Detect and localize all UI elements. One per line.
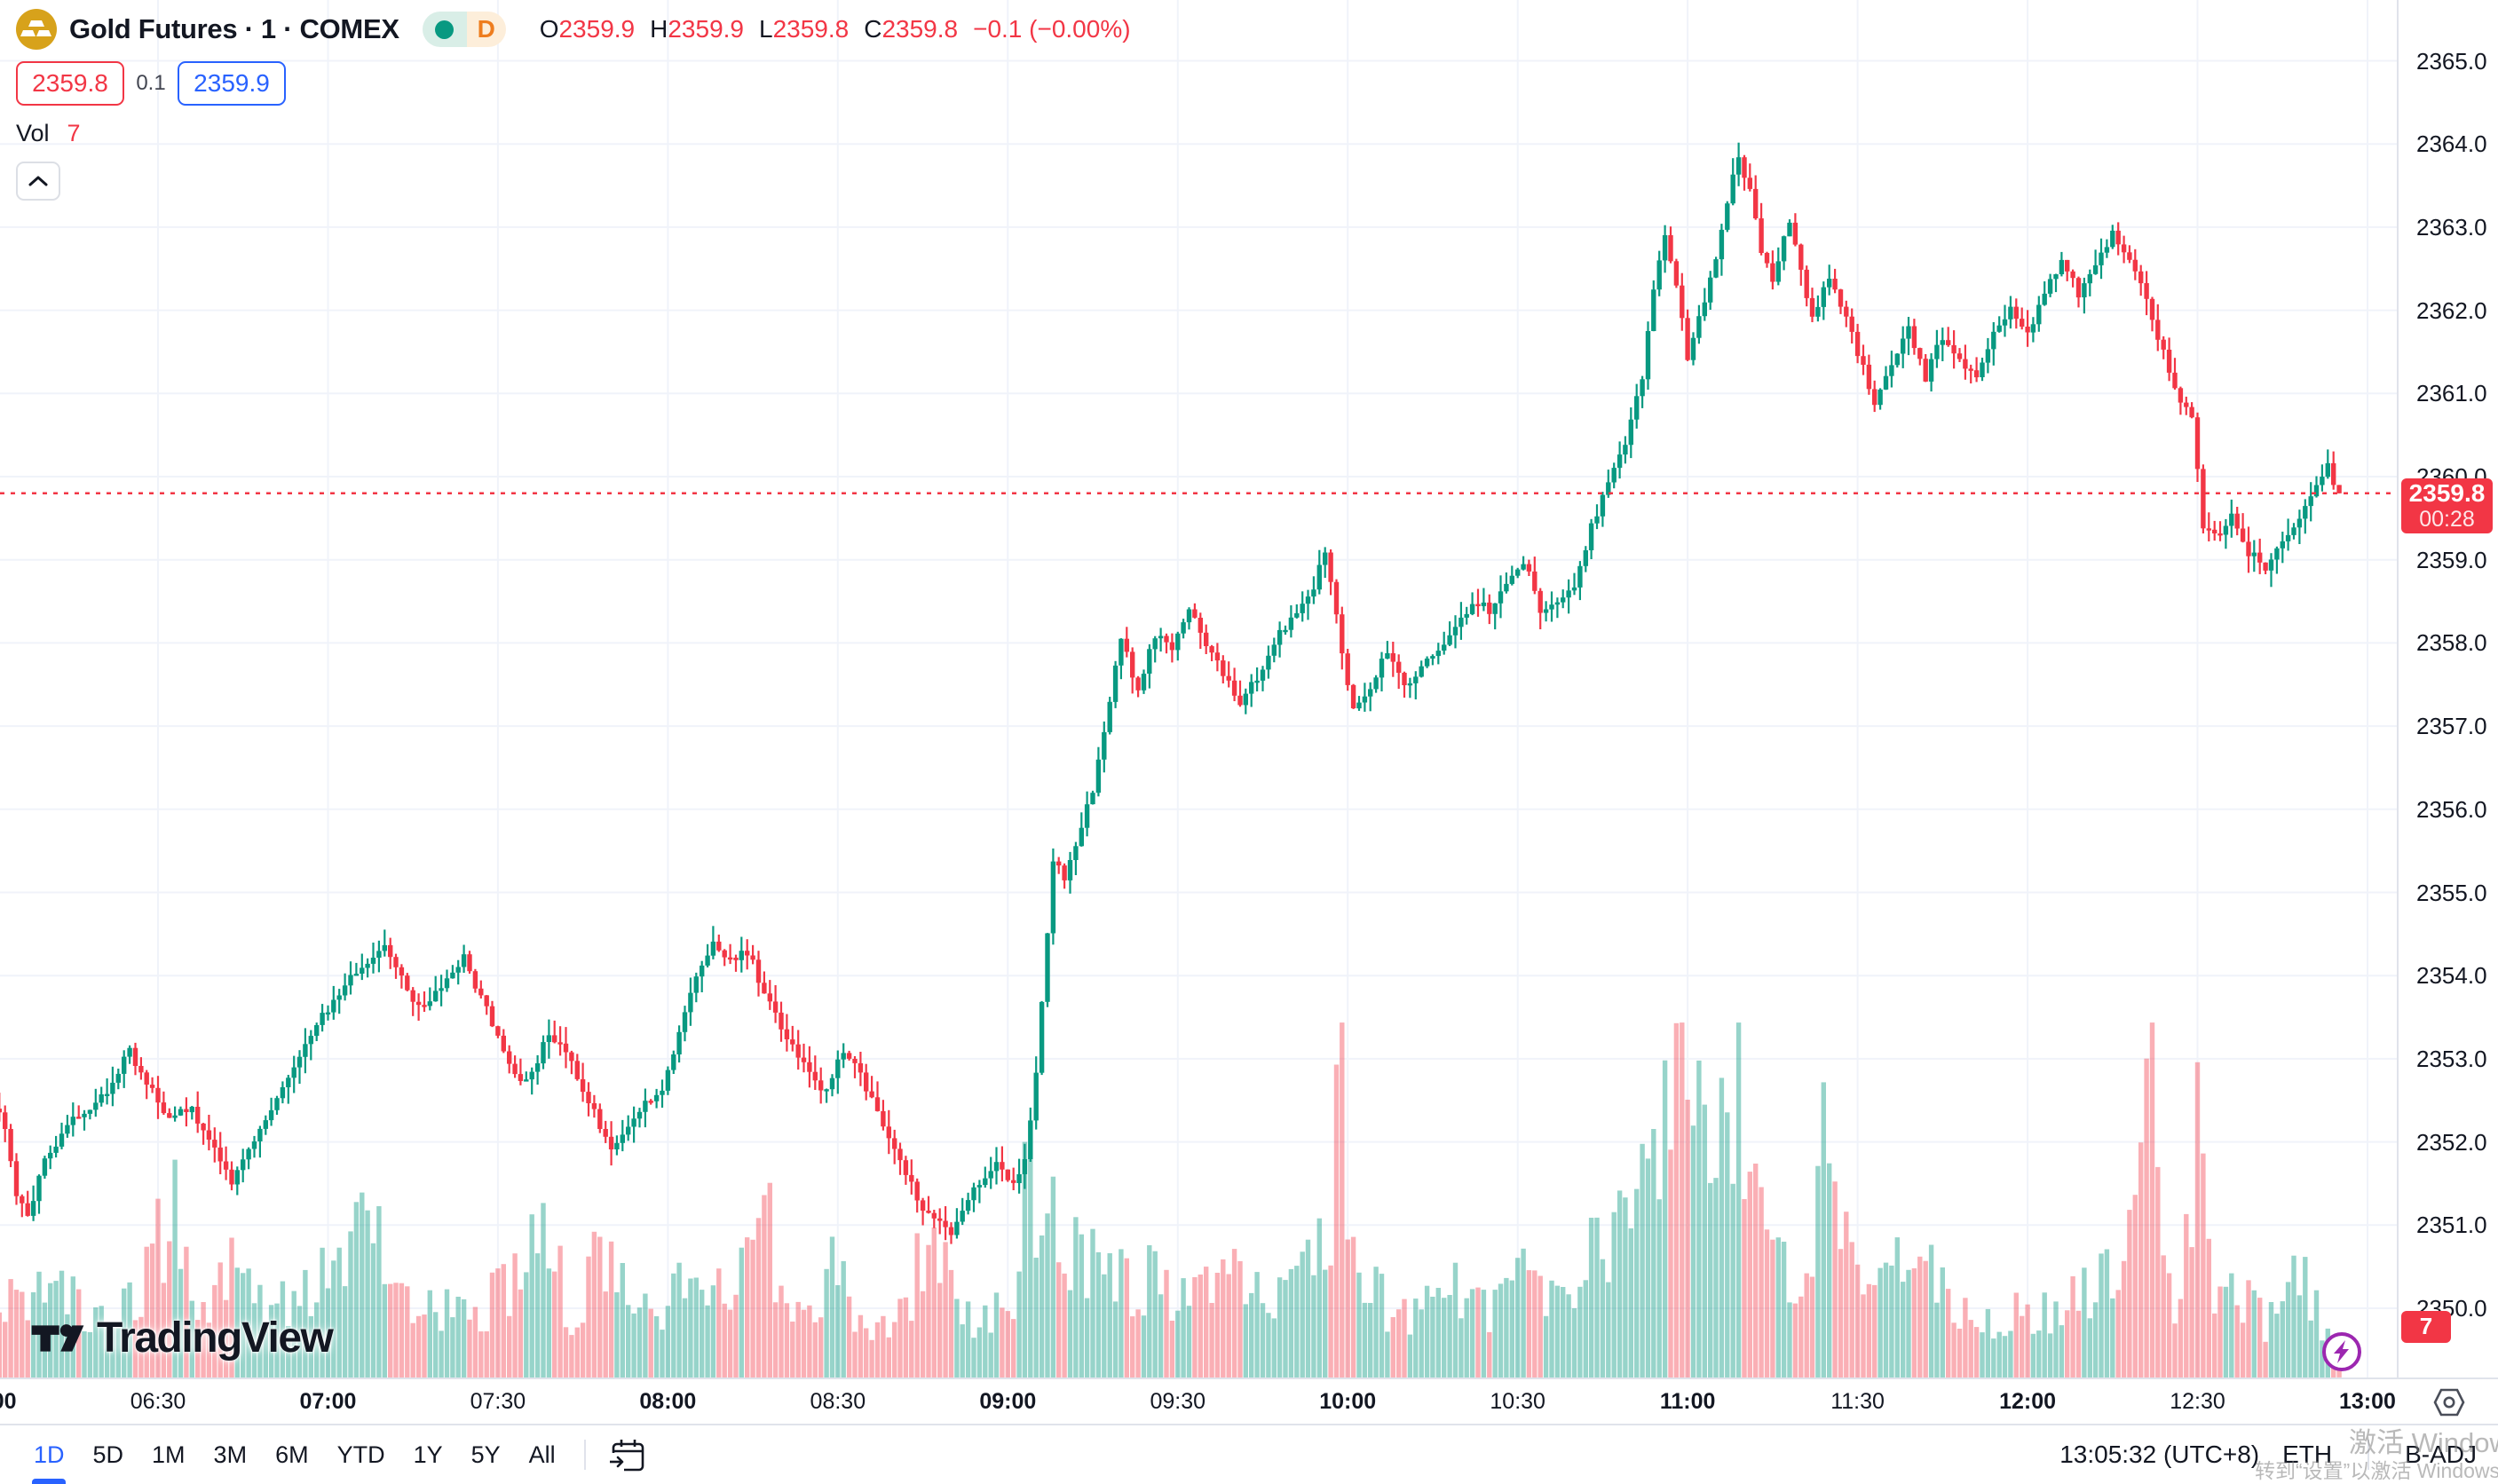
candles-layer [0,142,2342,1244]
clock[interactable]: 13:05:32 (UTC+8) [2059,1441,2260,1468]
open-label: O [539,15,559,43]
price-axis-label: 2351.0 [2416,1212,2487,1239]
change-value: −0.1 (−0.00%) [973,15,1131,43]
price-axis-label: 2361.0 [2416,380,2487,407]
session-toggle[interactable]: ETH [2282,1441,2333,1468]
volume-legend-row: Vol 7 [16,120,1131,147]
time-axis-label: 06:00 [0,1389,17,1414]
volume-layer [0,1022,2342,1377]
range-button-5d[interactable]: 5D [92,1441,124,1468]
price-axis-label: 2364.0 [2416,130,2487,158]
price-axis-label: 2359.0 [2416,546,2487,573]
time-axis-label: 06:30 [130,1389,186,1414]
time-axis-label: 12:00 [1999,1389,2057,1414]
volume-axis-badge: 7 [2401,1310,2451,1343]
low-label: L [759,15,773,43]
tradingview-logo[interactable]: TradingView [30,1314,334,1362]
time-axis-label: 10:30 [1490,1389,1545,1414]
range-button-5y[interactable]: 5Y [470,1441,501,1468]
current-price-badge: 2359.8 00:28 [2401,478,2493,533]
chart-legend: Gold Futures · 1 · COMEX D O2359.9 H2359… [16,7,1131,201]
toolbar-divider [583,1440,586,1470]
time-axis-label: 08:30 [810,1389,866,1414]
time-axis-label: 13:00 [2338,1389,2396,1414]
range-button-ytd[interactable]: YTD [336,1441,385,1468]
toolbar-divider [2368,1440,2370,1470]
current-price-value: 2359.8 [2408,478,2486,507]
bid-ask-row: 2359.8 0.1 2359.9 [16,61,1131,106]
price-axis-label: 2356.0 [2416,795,2487,823]
collapse-legend-button[interactable] [16,162,60,201]
lightning-icon [2322,1332,2361,1371]
range-button-1d[interactable]: 1D [21,1425,77,1484]
bottom-toolbar: 1D 5D 1M 3M 6M YTD 1Y 5Y All 13:05:32 (UTC+8) ET… [0,1424,2498,1484]
time-axis-label: 07:00 [299,1389,357,1414]
range-button-all[interactable]: All [528,1441,556,1468]
symbol-title[interactable]: Gold Futures · 1 · COMEX [69,13,399,44]
close-value: 2359.8 [881,15,959,43]
time-axis-label: 12:30 [2170,1389,2225,1414]
volume-value: 7 [67,120,81,146]
date-range-switcher: 1D 5D 1M 3M 6M YTD 1Y 5Y All [21,1425,652,1484]
bar-countdown: 00:28 [2419,506,2475,532]
price-axis-label: 2363.0 [2416,213,2487,241]
market-open-dot-icon [422,12,467,47]
range-button-1m[interactable]: 1M [152,1441,186,1468]
range-button-6m[interactable]: 6M [275,1441,309,1468]
low-value: 2359.8 [772,15,850,43]
open-value: 2359.9 [558,15,636,43]
time-axis-label: 09:30 [1150,1389,1206,1414]
time-axis-label: 11:00 [1659,1389,1716,1414]
grid-layer [0,0,2397,1377]
close-label: C [864,15,882,43]
price-axis[interactable]: 2359.8 00:28 7 2365.0 2364.0 2363.0 2362.0 2… [2397,0,2498,1424]
range-button-1y[interactable]: 1Y [413,1441,443,1468]
price-axis-label: 2353.0 [2416,1045,2487,1072]
high-label: H [650,15,668,43]
time-axis-label: 11:30 [1830,1389,1885,1414]
time-axis[interactable]: 06:00 06:30 07:00 07:30 08:00 08:30 09:00 09:30… [0,1377,2498,1424]
gold-symbol-icon [16,9,57,50]
price-axis-label: 2355.0 [2416,879,2487,906]
chevron-up-icon [28,176,48,186]
candlestick-chart[interactable] [0,0,2397,1377]
time-axis-label: 09:00 [979,1389,1037,1414]
volume-label: Vol [16,120,50,146]
instant-trading-button[interactable] [2320,1330,2363,1373]
tradingview-logo-text: TradingView [97,1314,334,1362]
tradingview-mark-icon [31,1323,84,1352]
axis-settings-icon[interactable] [2432,1387,2466,1422]
adjustment-toggle[interactable]: B-ADJ [2405,1441,2477,1468]
price-axis-label: 2354.0 [2416,962,2487,990]
market-status-pill[interactable]: D [422,12,506,47]
toolbar-right-group: 13:05:32 (UTC+8) ETH B-ADJ [2059,1440,2477,1470]
chart-plot-area[interactable]: Gold Futures · 1 · COMEX D O2359.9 H2359… [0,0,2397,1377]
price-axis-label: 2357.0 [2416,713,2487,740]
buy-ask-button[interactable]: 2359.9 [178,61,286,106]
sell-bid-button[interactable]: 2359.8 [16,61,124,106]
delayed-data-badge: D [466,12,506,47]
time-axis-label: 10:00 [1319,1389,1377,1414]
time-axis-label: 07:30 [470,1389,526,1414]
price-axis-label: 2365.0 [2416,47,2487,75]
range-button-3m[interactable]: 3M [213,1441,248,1468]
price-axis-label: 2358.0 [2416,629,2487,657]
time-axis-label: 08:00 [639,1389,697,1414]
symbol-row: Gold Futures · 1 · COMEX D O2359.9 H2359… [16,7,1131,51]
high-value: 2359.9 [668,15,744,43]
price-axis-label: 2352.0 [2416,1128,2487,1156]
spread-value: 0.1 [136,71,166,95]
price-axis-label: 2362.0 [2416,296,2487,324]
calendar-arrow-icon [609,1440,644,1472]
go-to-date-button[interactable] [602,1432,652,1478]
ohlc-legend: O2359.9 H2359.9 L2359.8 C2359.8 −0.1 (−0… [540,15,1131,43]
